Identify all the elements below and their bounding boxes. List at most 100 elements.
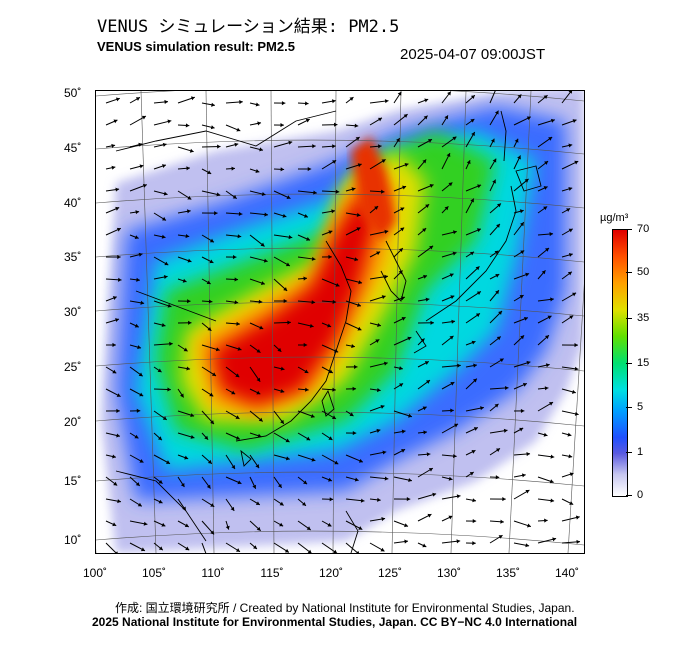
wind-arrowhead: [400, 296, 405, 301]
wind-arrowhead: [187, 258, 192, 263]
wind-arrowhead: [252, 545, 257, 550]
wind-arrowhead: [517, 94, 522, 99]
wind-arrowhead: [569, 315, 574, 320]
wind-arrowhead: [407, 336, 412, 341]
wind-arrowhead: [134, 323, 139, 328]
wind-arrowhead: [279, 501, 284, 506]
wind-arrowhead: [398, 270, 403, 275]
wind-arrowhead: [352, 386, 357, 391]
korea-peninsula: [380, 240, 407, 302]
wind-arrowhead: [225, 525, 230, 530]
wind-arrowhead: [568, 228, 573, 233]
wind-arrowhead: [543, 432, 548, 437]
wind-arrowhead: [469, 472, 474, 476]
wind-arrowhead: [500, 519, 504, 524]
wind-arrowhead: [544, 386, 549, 391]
wind-arrowhead: [332, 160, 337, 164]
wind-arrowhead: [303, 213, 308, 218]
wind-arrowhead: [189, 148, 194, 153]
wind-arrowhead: [235, 373, 240, 378]
wind-arrowhead: [209, 392, 214, 397]
wind-arrowhead: [255, 169, 260, 173]
wind-arrowhead: [255, 501, 260, 505]
wind-arrowhead: [286, 195, 291, 199]
colorbar-tick: 70: [637, 223, 650, 235]
wind-arrowhead: [179, 393, 184, 398]
wind-arrowhead: [376, 388, 381, 393]
wind-arrowhead: [211, 102, 215, 107]
wind-arrowhead: [307, 549, 312, 553]
indochina: [115, 470, 207, 542]
wind-arrowhead: [494, 250, 499, 255]
wind-arrowhead: [498, 311, 503, 315]
wind-arrowhead: [277, 483, 282, 488]
wind-arrowhead: [453, 453, 457, 459]
wind-arrowhead: [378, 144, 382, 149]
wind-arrowhead: [334, 460, 339, 465]
wind-arrowhead: [424, 98, 429, 103]
credit-japanese: 作成: 国立環境研究所 / Created by National Instit…: [115, 601, 575, 615]
wind-arrowhead: [304, 369, 309, 374]
wind-arrowhead: [495, 475, 500, 480]
wind-arrowhead: [157, 436, 162, 441]
wind-arrowhead: [190, 96, 195, 101]
wind-arrowhead: [545, 247, 549, 252]
wind-arrowhead: [256, 348, 261, 353]
wind-arrowhead: [140, 300, 145, 305]
wind-arrowhead: [397, 91, 402, 96]
lon-label: 135˚: [495, 566, 521, 580]
lat-label: 30˚: [64, 305, 82, 319]
wind-arrowhead: [349, 412, 354, 417]
taiwan: [321, 389, 335, 417]
wind-arrowhead: [169, 341, 173, 346]
wind-arrowhead: [568, 252, 573, 257]
wind-arrowhead: [112, 369, 117, 374]
wind-arrowhead: [426, 452, 431, 457]
wind-arrowhead: [494, 403, 499, 408]
wind-arrowhead: [211, 372, 216, 376]
wind-arrowhead: [354, 364, 358, 369]
wind-arrowhead: [545, 335, 549, 340]
wind-arrowhead: [138, 142, 143, 147]
wind-arrowhead: [207, 326, 212, 331]
wind-arrowhead: [376, 251, 381, 256]
wind-arrowhead: [208, 299, 213, 304]
wind-arrowhead: [280, 389, 285, 393]
wind-arrowhead: [255, 464, 260, 469]
wind-arrowhead: [231, 465, 235, 470]
wind-arrowhead: [380, 189, 385, 194]
wind-arrowhead: [331, 99, 336, 104]
wind-arrowhead: [258, 417, 263, 422]
wind-arrowhead: [519, 427, 524, 432]
wind-arrowhead: [264, 212, 268, 217]
wind-arrowhead: [473, 427, 478, 431]
colorbar-tick: 15: [637, 357, 650, 369]
wind-arrowhead: [376, 428, 381, 433]
wind-arrowhead: [142, 183, 147, 188]
pm25-map[interactable]: [95, 90, 585, 554]
wind-arrowhead: [401, 317, 406, 321]
wind-arrowhead: [139, 459, 144, 463]
wind-arrowhead: [306, 236, 311, 241]
sakhalin: [500, 110, 507, 162]
wind-arrowhead: [140, 547, 145, 552]
wind-arrowhead: [206, 280, 211, 285]
lat-label: 45˚: [64, 141, 82, 155]
wind-arrowhead: [449, 273, 454, 278]
wind-arrowhead: [502, 497, 506, 502]
wind-arrowhead: [496, 223, 500, 228]
wind-arrowhead: [141, 115, 146, 120]
wind-arrowhead: [303, 480, 308, 485]
wind-arrowhead: [550, 454, 555, 459]
wind-arrowhead: [280, 366, 285, 371]
wind-arrowhead: [111, 165, 116, 170]
lon-label: 105˚: [141, 566, 167, 580]
lat-label: 40˚: [64, 196, 82, 210]
wind-arrowhead: [398, 248, 403, 252]
wind-arrowhead: [522, 382, 527, 387]
wind-arrowhead: [329, 497, 334, 502]
wind-arrowhead: [351, 344, 355, 349]
wind-arrowhead: [167, 303, 172, 308]
wind-arrowhead: [470, 198, 474, 203]
wind-arrowhead: [526, 523, 531, 528]
